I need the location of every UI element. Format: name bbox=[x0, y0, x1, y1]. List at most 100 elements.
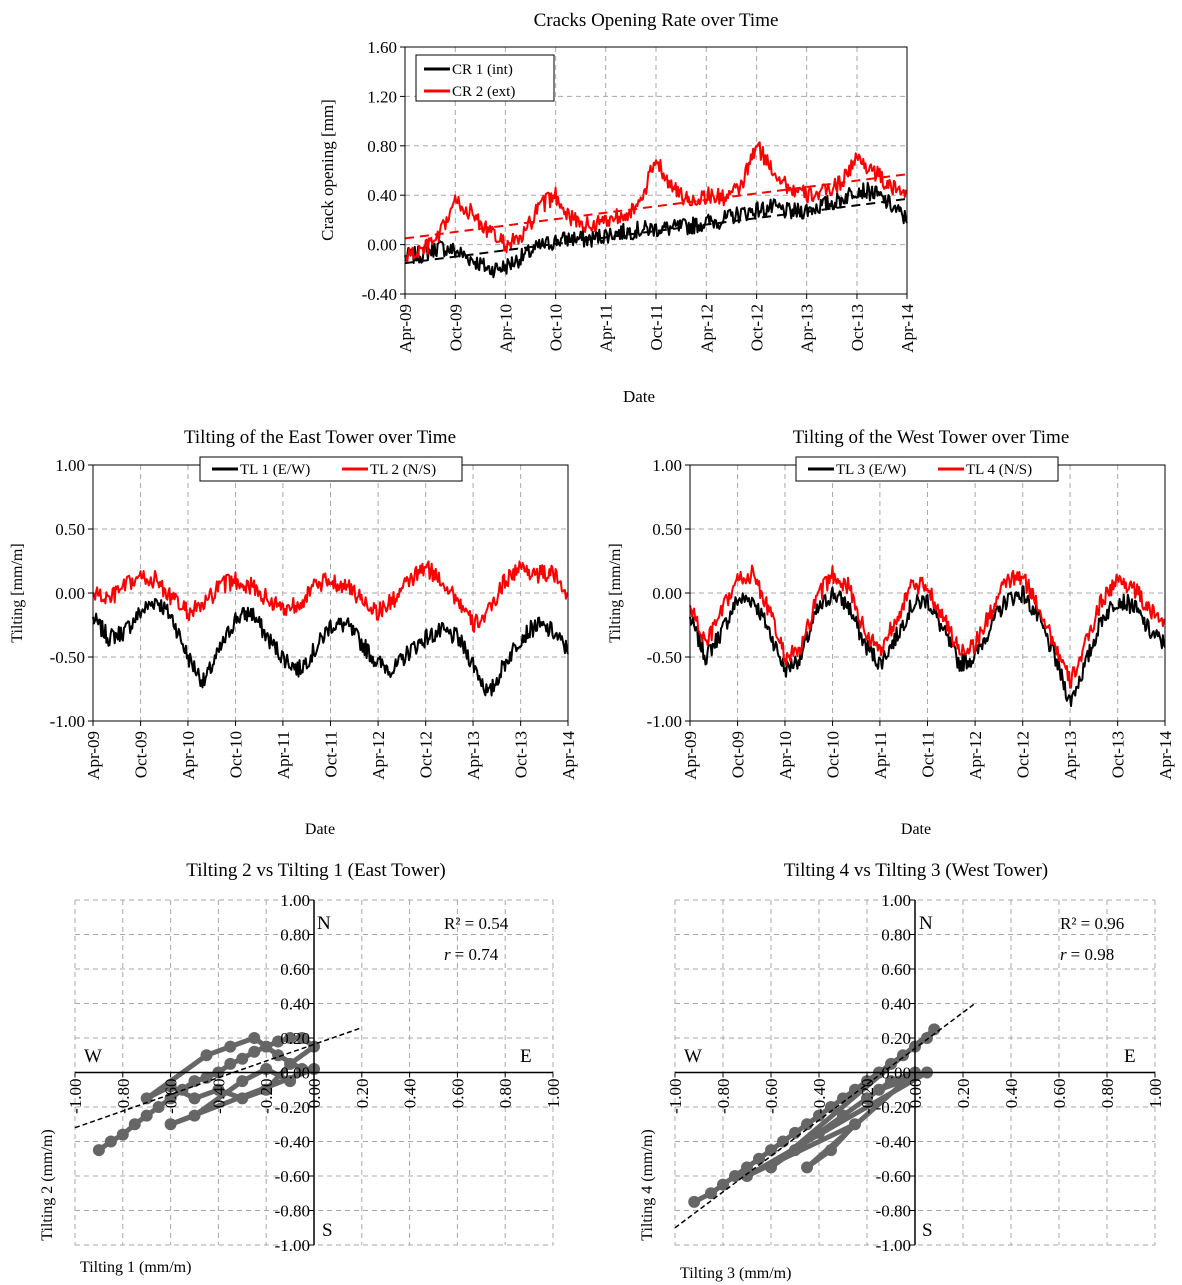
east-ytick-label: 0.00 bbox=[55, 584, 85, 603]
west-tower-chart: Tilting of the West Tower over Time -1.0… bbox=[607, 427, 1175, 838]
west-series bbox=[689, 564, 1166, 708]
westScatter-xtick-label: 0.20 bbox=[954, 1079, 973, 1109]
east-scatter-title: Tilting 2 vs Tilting 1 (East Tower) bbox=[186, 860, 445, 881]
west-scatter-x-ticks: -1.00 -0.80 -0.60 -0.40 -0.20 0.00 0.20 0.40 0.6… bbox=[666, 1072, 1165, 1114]
eastScatter-point-trace bbox=[275, 1052, 305, 1072]
crack-legend: CR 1 (int) CR 2 (ext) bbox=[415, 54, 555, 102]
west-y-label: Tilting [mm/m] bbox=[607, 543, 624, 642]
westScatter-ytick-label: 0.40 bbox=[881, 995, 911, 1014]
east-scatter-chart: Tilting 2 vs Tilting 1 (East Tower) -1.0… bbox=[39, 860, 563, 1276]
crack-xtick-label: Apr-10 bbox=[496, 304, 515, 353]
westScatter-xtick-label: 0.40 bbox=[1002, 1079, 1021, 1109]
west-legend-label-tl4: TL 4 (N/S) bbox=[966, 462, 1032, 478]
west-scatter-south-label: S bbox=[922, 1220, 933, 1241]
west-scatter-r: r = 0.98 bbox=[1060, 945, 1114, 964]
east-scatter-west-label: W bbox=[84, 1046, 102, 1067]
crack-xtick-label: Oct-10 bbox=[547, 304, 566, 351]
west-xtick-label: Apr-12 bbox=[966, 731, 985, 780]
west-scatter-north-label: N bbox=[919, 913, 933, 934]
eastScatter-ytick-label: 0.20 bbox=[280, 1029, 310, 1048]
east-xtick-label: Apr-10 bbox=[179, 731, 198, 780]
eastScatter-xtick-label: 0.60 bbox=[448, 1079, 467, 1109]
eastScatter-point-trace bbox=[287, 1044, 317, 1067]
eastScatter-ytick-label: -0.80 bbox=[275, 1202, 310, 1221]
westScatter-xtick-label: -0.80 bbox=[714, 1079, 733, 1114]
east-scatter-y-ticks: -1.00 -0.80 -0.60 -0.40 -0.20 0.00 0.20 0.40 0.6… bbox=[275, 891, 314, 1255]
west-legend: TL 3 (E/W) TL 4 (N/S) bbox=[795, 456, 1059, 482]
crack-series-line-0 bbox=[404, 181, 908, 279]
eastScatter-xtick-label: -1.00 bbox=[66, 1079, 85, 1114]
west-xtick-label: Oct-09 bbox=[729, 731, 748, 778]
westScatter-trend-line bbox=[674, 1002, 976, 1229]
crack-x-ticks: Apr-09 Oct-09 Apr-10 Oct-10 Apr-11 Oct-11 Apr-… bbox=[396, 294, 917, 353]
east-xtick-label: Apr-13 bbox=[464, 731, 483, 780]
west-scatter-title: Tilting 4 vs Tilting 3 (West Tower) bbox=[784, 860, 1048, 881]
west-legend-box bbox=[795, 456, 1059, 482]
west-ytick-label: 1.00 bbox=[652, 456, 682, 475]
east-grid bbox=[93, 465, 568, 721]
west-scatter-y-label: Tilting 4 (mm/m) bbox=[639, 1129, 656, 1240]
east-ytick-label: -1.00 bbox=[50, 712, 85, 731]
east-scatter-east-label: E bbox=[520, 1046, 532, 1067]
east-xtick-label: Apr-11 bbox=[274, 731, 293, 779]
eastScatter-ytick-label: 0.60 bbox=[280, 960, 310, 979]
east-xtick-label: Apr-09 bbox=[84, 731, 103, 780]
west-scatter-x-label: Tilting 3 (mm/m) bbox=[680, 1265, 791, 1282]
east-scatter-x-label: Tilting 1 (mm/m) bbox=[80, 1259, 191, 1276]
eastScatter-ytick-label: 1.00 bbox=[280, 891, 310, 910]
eastScatter-xtick-label: 0.00 bbox=[305, 1079, 324, 1109]
westScatter-xtick-label: -0.20 bbox=[858, 1079, 877, 1114]
west-scatter-east-label: E bbox=[1124, 1046, 1136, 1067]
crack-xtick-label: Apr-14 bbox=[898, 304, 917, 353]
crack-xtick-label: Apr-11 bbox=[597, 304, 616, 352]
west-scatter-r-value: = 0.98 bbox=[1071, 945, 1115, 964]
westScatter-ytick-label: 0.20 bbox=[881, 1029, 911, 1048]
westScatter-point-trace bbox=[744, 1070, 930, 1179]
eastScatter-point-trace bbox=[192, 1087, 221, 1101]
westScatter-point-trace bbox=[804, 1147, 834, 1170]
east-legend-label-tl1: TL 1 (E/W) bbox=[240, 462, 310, 478]
westScatter-xtick-label: 0.00 bbox=[906, 1079, 925, 1109]
west-xtick-label: Oct-11 bbox=[919, 731, 938, 778]
crack-trend-line bbox=[404, 197, 908, 265]
east-ytick-label: 1.00 bbox=[55, 456, 85, 475]
eastScatter-ytick-label: 0.80 bbox=[280, 926, 310, 945]
eastScatter-point-trace bbox=[251, 1035, 281, 1058]
westScatter-xtick-label: 1.00 bbox=[1146, 1079, 1165, 1109]
crack-ytick-label: 0.00 bbox=[367, 236, 397, 255]
eastScatter-ytick-label: 0.40 bbox=[280, 995, 310, 1014]
east-scatter-x-ticks: -1.00 -0.80 -0.60 -0.40 -0.20 0.00 0.20 0.40 0.6… bbox=[66, 1072, 563, 1114]
westScatter-xtick-label: -0.60 bbox=[762, 1079, 781, 1114]
crack-xtick-label: Oct-13 bbox=[848, 304, 867, 351]
crack-legend-box bbox=[415, 54, 555, 102]
eastScatter-xtick-label: 0.40 bbox=[401, 1079, 420, 1109]
east-legend: TL 1 (E/W) TL 2 (N/S) bbox=[199, 456, 463, 482]
west-y-ticks: -1.00 -0.50 0.00 0.50 1.00 bbox=[647, 456, 690, 731]
crack-series bbox=[404, 141, 908, 279]
east-series bbox=[92, 560, 569, 697]
east-y-label: Tilting [mm/m] bbox=[9, 543, 26, 642]
eastScatter-xtick-label: -0.20 bbox=[257, 1079, 276, 1114]
crack-title: Cracks Opening Rate over Time bbox=[534, 10, 779, 31]
east-xtick-label: Oct-10 bbox=[227, 731, 246, 778]
east-series-line-0 bbox=[92, 598, 569, 697]
west-xtick-label: Oct-10 bbox=[824, 731, 843, 778]
east-scatter-south-label: S bbox=[322, 1220, 333, 1241]
crack-xtick-label: Apr-12 bbox=[697, 304, 716, 353]
west-ytick-label: -0.50 bbox=[647, 648, 682, 667]
eastScatter-ytick-label: -1.00 bbox=[275, 1236, 310, 1255]
westScatter-ytick-label: -0.40 bbox=[876, 1133, 911, 1152]
east-xtick-label: Apr-14 bbox=[559, 731, 578, 780]
east-ytick-label: -0.50 bbox=[50, 648, 85, 667]
east-xtick-label: Oct-11 bbox=[322, 731, 341, 778]
eastScatter-point-trace bbox=[263, 1066, 293, 1084]
west-xtick-label: Apr-13 bbox=[1061, 731, 1080, 780]
east-xtick-label: Oct-13 bbox=[512, 731, 531, 778]
westScatter-point-trace bbox=[691, 1190, 714, 1205]
west-scatter-r2: R² = 0.96 bbox=[1060, 914, 1124, 933]
eastScatter-xtick-label: 0.20 bbox=[353, 1079, 372, 1109]
crack-xtick-label: Oct-12 bbox=[748, 304, 767, 351]
west-scatter-points bbox=[674, 1002, 976, 1229]
crack-xtick-label: Oct-11 bbox=[647, 304, 666, 351]
